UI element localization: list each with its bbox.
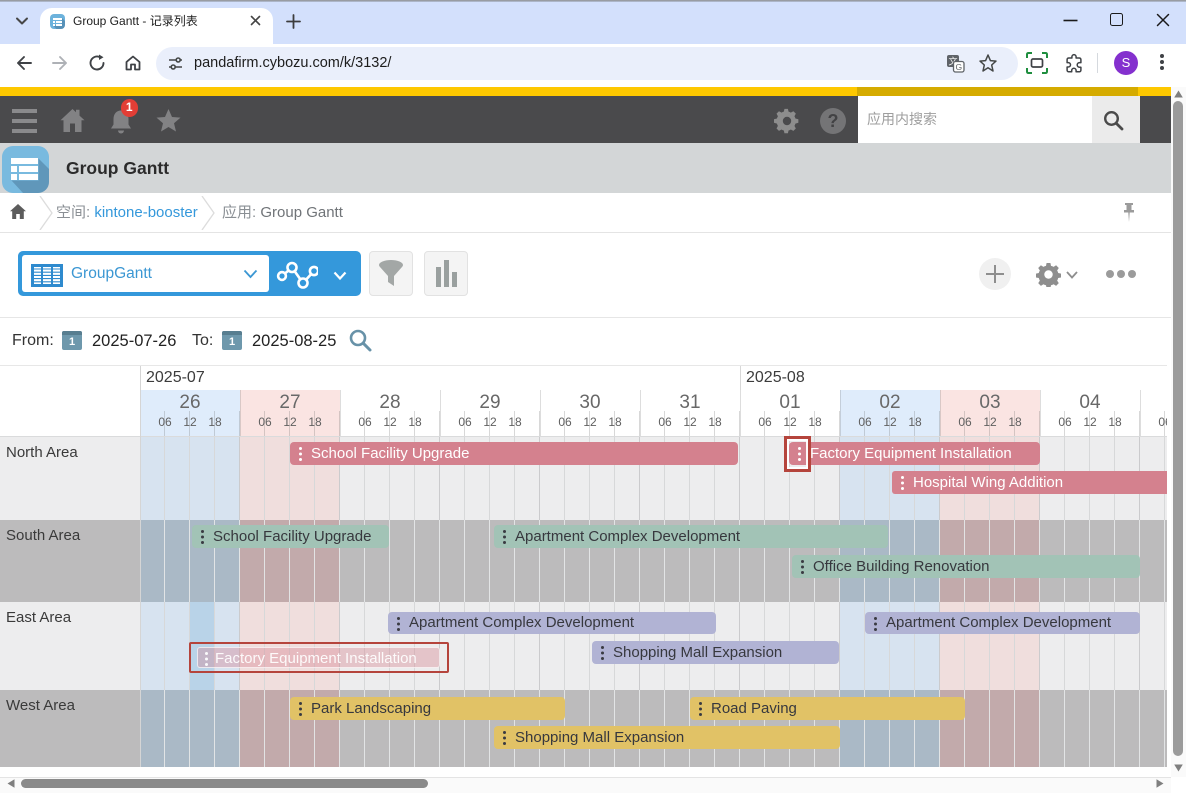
svg-text:文: 文	[948, 56, 957, 67]
svg-text:G: G	[955, 62, 962, 72]
